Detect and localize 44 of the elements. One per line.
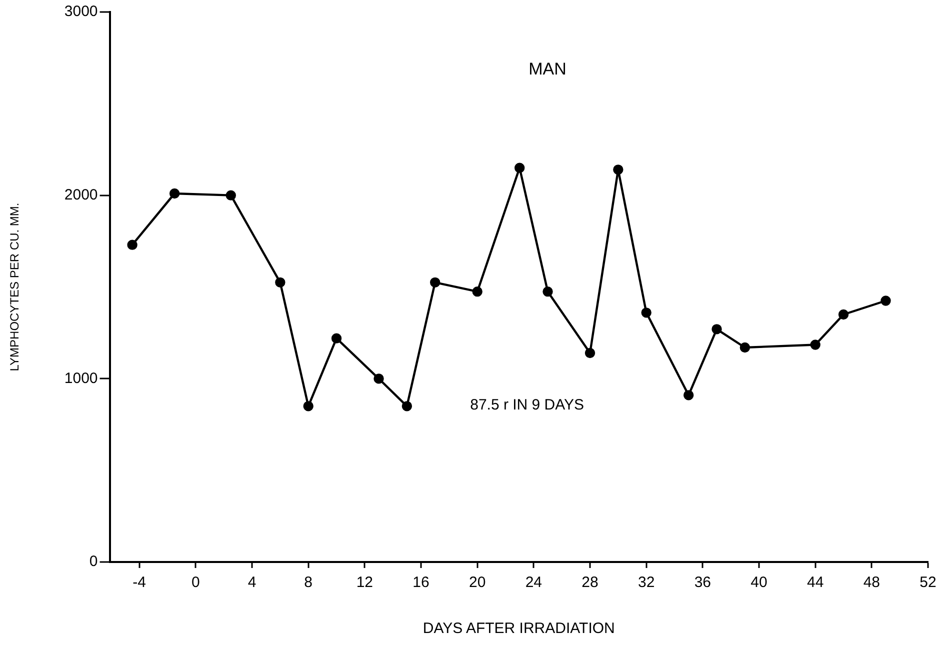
x-tick-label: 12 [356,574,374,592]
point [641,308,652,318]
x-tick-label: 20 [468,574,486,592]
point [613,164,624,175]
point [169,188,180,199]
x-tick-label: -4 [132,574,146,592]
point [542,286,553,297]
point [275,277,286,288]
point [402,401,412,412]
annotation: 87.5 r IN 9 DAYS [470,396,584,414]
x-tick-label: 48 [863,574,880,592]
x-tick-label: 4 [248,574,256,592]
y-axis-title: LYMPHOCYTES PER CU. MM. [8,202,22,372]
point [683,390,694,400]
point [226,190,236,200]
point [430,277,440,288]
text: MAN [528,60,566,79]
x-tick-label: 24 [525,574,542,592]
y-tick-label: 3000 [64,3,98,20]
x-tick-label: 44 [806,574,824,592]
point [838,309,849,320]
point [880,296,891,306]
point [331,333,342,344]
x-tick-label: 52 [920,574,936,592]
point [810,340,820,350]
x-tick-label: 8 [304,574,313,592]
x-tick-label: 36 [694,574,712,592]
point [514,162,525,173]
x-tick-label: 28 [582,574,598,592]
y-tick-label: 1000 [64,370,98,387]
y-tick-label: 2000 [64,186,98,204]
point [712,324,722,334]
x-tick-label: 32 [638,574,655,592]
x-tick-label: 0 [192,574,200,592]
y-tick-label: 0 [89,553,98,570]
x-tick-label: 16 [412,574,430,592]
point [127,240,138,250]
x-tick-label: 40 [750,574,768,592]
point [584,348,596,358]
point [303,401,314,412]
x-axis-title: DAYS AFTER IRRADIATION [422,620,615,638]
point [374,374,384,384]
point [740,342,750,353]
point [472,286,482,297]
